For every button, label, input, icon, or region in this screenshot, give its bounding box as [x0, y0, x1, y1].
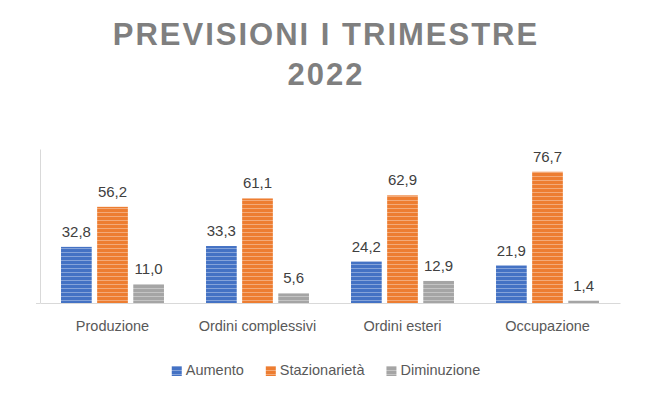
legend: Aumento Stazionarietà Diminuzione [172, 362, 480, 378]
x-tick-label: Occupazione [505, 318, 590, 334]
legend-label: Diminuzione [400, 362, 480, 378]
x-tick-label: Produzione [76, 318, 149, 334]
data-label: 33,3 [207, 222, 236, 239]
x-tick-label: Ordini esteri [363, 318, 441, 334]
data-label: 11,0 [135, 260, 163, 277]
plot: Produzione Ordini complessivi Ordini ester… [36, 148, 621, 335]
data-label: 21,9 [497, 242, 526, 259]
legend-entry: Diminuzione [386, 362, 480, 378]
x-tick: Ordini complessivi [199, 303, 317, 334]
bar [496, 266, 527, 303]
data-label: 32,8 [62, 223, 91, 240]
x-axis: Produzione Ordini complessivi Ordini ester… [41, 303, 621, 334]
bar [61, 247, 92, 303]
legend-label: Aumento [186, 362, 244, 378]
x-tick: Produzione [76, 303, 149, 334]
bar [278, 293, 309, 303]
bar [423, 281, 454, 303]
data-label: 12,9 [424, 257, 453, 274]
data-label: 76,7 [533, 148, 562, 165]
legend-entry: Stazionarietà [266, 362, 366, 378]
bar [568, 301, 599, 303]
data-label: 24,2 [352, 238, 381, 255]
bar [351, 262, 382, 303]
data-label: 61,1 [243, 174, 272, 191]
bar [242, 198, 273, 303]
data-label: 62,9 [388, 171, 417, 188]
data-label: 1,4 [573, 277, 594, 294]
bar [97, 207, 128, 303]
legend-swatch [266, 366, 276, 376]
data-labels: 32,8 33,3 24,2 21,9 56,2 61,1 62,9 76,7 11,0 5,6 1… [62, 148, 594, 294]
bar [133, 284, 164, 303]
bar [387, 195, 418, 303]
data-label: 5,6 [283, 269, 304, 286]
title-line: 2022 [288, 57, 365, 92]
chart: PREVISIONI I TRIMESTRE 2022 Produzione Ordi… [0, 0, 652, 397]
data-label: 56,2 [98, 183, 127, 200]
x-tick: Ordini esteri [363, 303, 441, 334]
legend-label: Stazionarietà [280, 362, 366, 378]
x-tick: Occupazione [505, 303, 590, 334]
legend-swatch [386, 366, 396, 376]
y-axis-line [40, 150, 41, 304]
title-line: PREVISIONI I TRIMESTRE [113, 17, 539, 52]
bars [61, 172, 599, 303]
legend-entry: Aumento [172, 362, 244, 378]
y-axis [36, 150, 41, 304]
bar [206, 246, 237, 303]
title: PREVISIONI I TRIMESTRE 2022 [113, 17, 539, 92]
legend-swatch [172, 366, 182, 376]
x-tick-label: Ordini complessivi [199, 318, 317, 334]
bar [532, 172, 563, 303]
x-axis-line [41, 303, 621, 304]
y-tick [36, 303, 40, 304]
y-tick-mark [36, 303, 40, 304]
